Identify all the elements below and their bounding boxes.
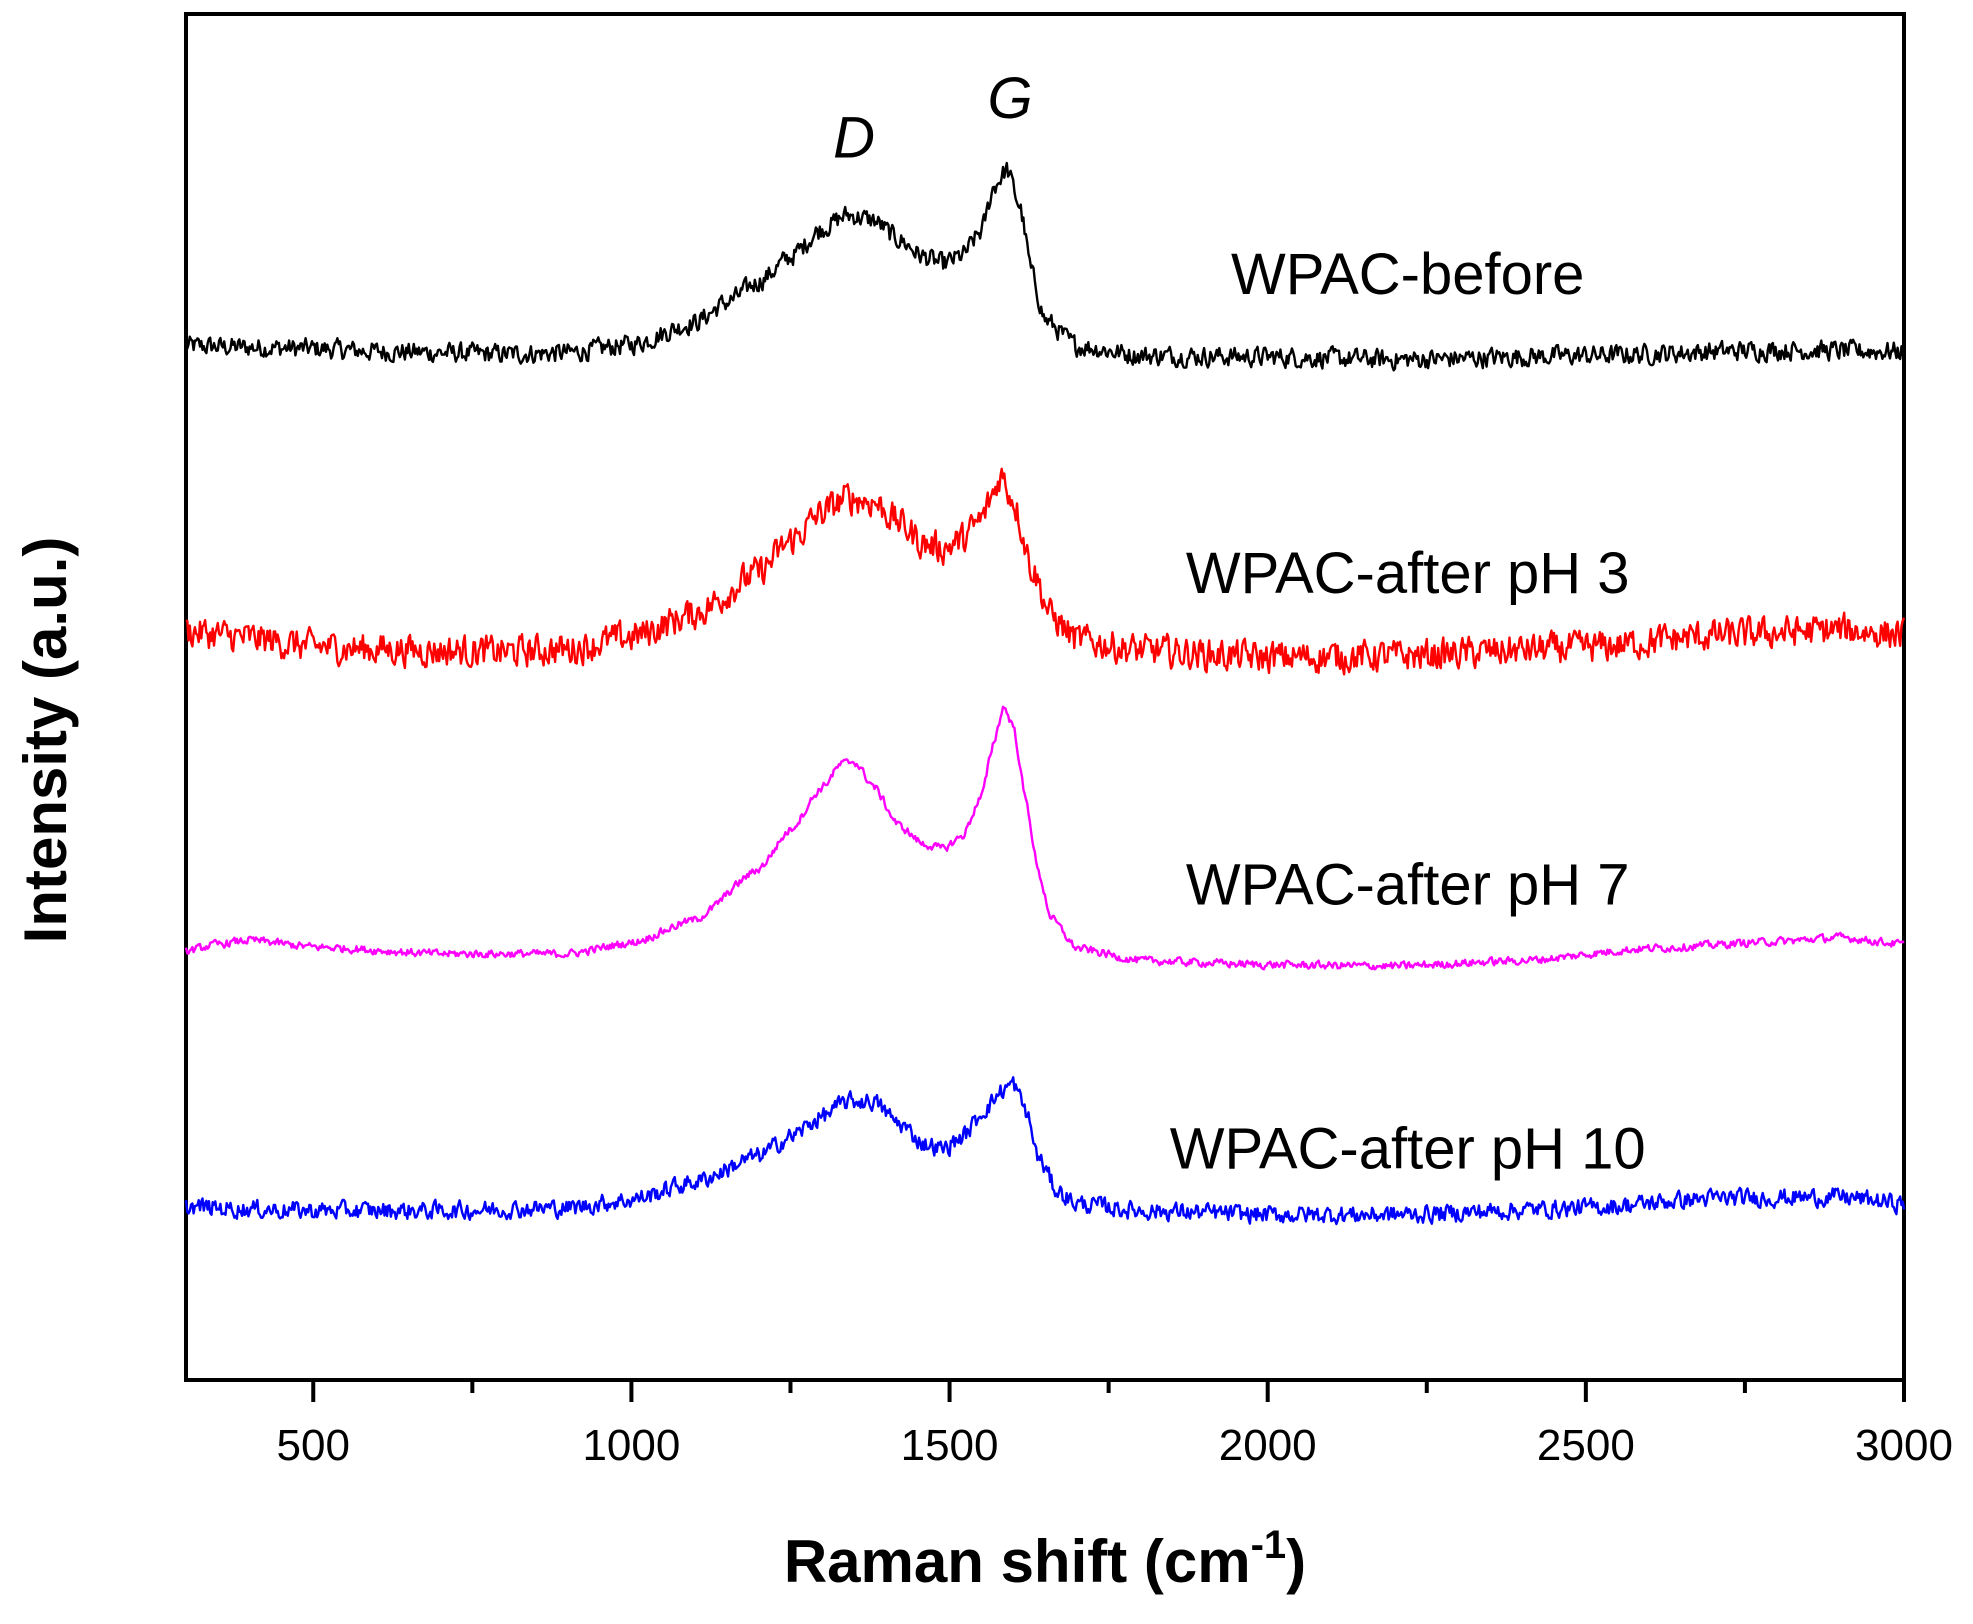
x-tick-label-500: 500: [277, 1421, 350, 1470]
x-tick-label-1000: 1000: [582, 1421, 680, 1470]
x-tick-label-3000: 3000: [1855, 1421, 1953, 1470]
series-line-2: [184, 705, 1905, 971]
y-axis-title: Intensity (a.u.): [12, 537, 79, 944]
series-layer: [184, 161, 1906, 1226]
peak-label-D: D: [833, 105, 875, 170]
x-tick-label-2500: 2500: [1537, 1421, 1635, 1470]
x-axis-title-main: Raman shift (cm: [784, 1528, 1251, 1595]
series-line-0: [184, 161, 1905, 372]
series-label-2: WPAC-after pH 7: [1186, 853, 1630, 918]
peak-label-G: G: [987, 66, 1032, 131]
x-tick-label-2000: 2000: [1219, 1421, 1317, 1470]
series-line-1: [185, 467, 1906, 676]
series-label-3: WPAC-after pH 10: [1170, 1116, 1646, 1181]
x-axis-title: Raman shift (cm-1): [784, 1523, 1306, 1595]
series-label-1: WPAC-after pH 3: [1186, 541, 1630, 606]
x-axis-title-suffix: ): [1286, 1528, 1306, 1595]
series-line-3: [184, 1076, 1906, 1226]
series-label-0: WPAC-before: [1231, 242, 1584, 307]
x-tick-label-1500: 1500: [901, 1421, 999, 1470]
plot-frame: [184, 12, 1906, 1382]
x-axis-ticks: 500 1000 1500 2000 2500 3000: [277, 1380, 1953, 1470]
label-layer: WPAC-before WPAC-after pH 3 WPAC-after pH …: [833, 66, 1645, 1181]
x-axis-title-superscript: -1: [1251, 1523, 1287, 1567]
